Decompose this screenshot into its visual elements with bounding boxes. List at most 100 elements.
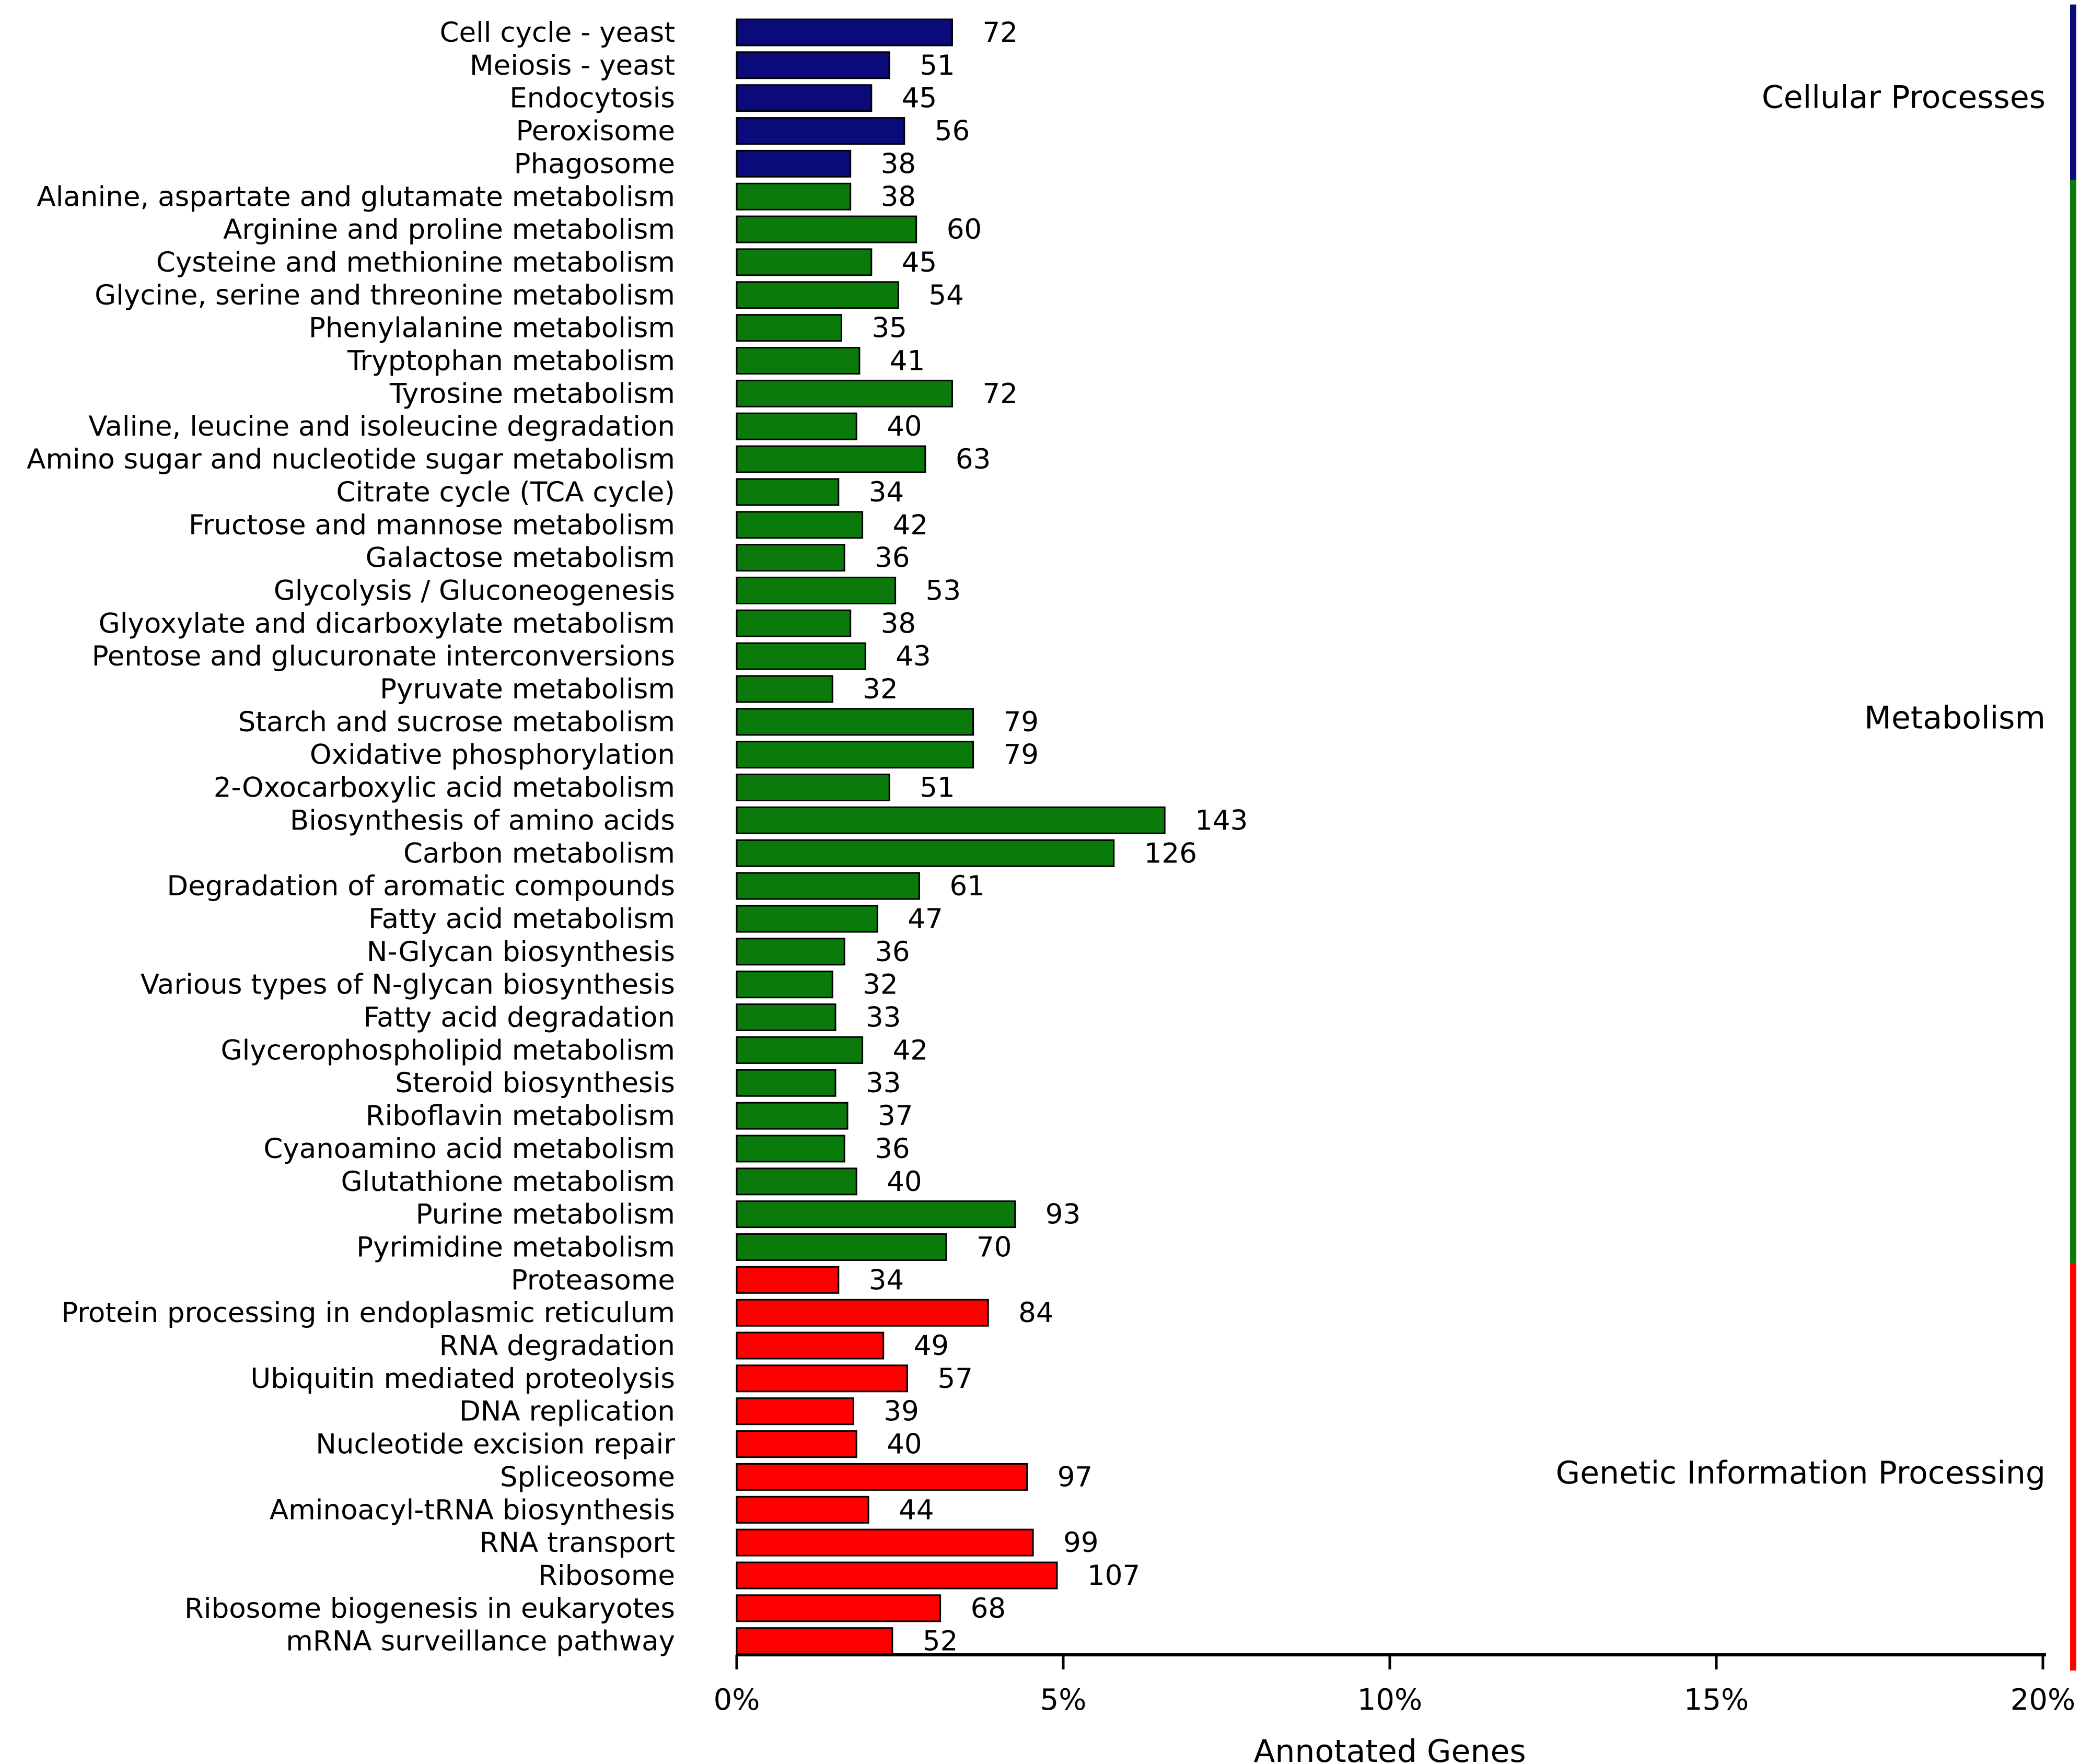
category-label: Ubiquitin mediated proteolysis <box>250 1363 675 1395</box>
bar <box>736 314 842 342</box>
category-label: Carbon metabolism <box>403 837 675 869</box>
bar-value-label: 84 <box>1018 1297 1053 1329</box>
bar <box>736 1627 893 1655</box>
bar-value-label: 79 <box>1004 706 1039 738</box>
bar-value-label: 36 <box>875 936 910 968</box>
category-label: Phagosome <box>514 148 675 180</box>
bar <box>736 182 852 211</box>
bar-value-label: 33 <box>866 1067 901 1099</box>
bar <box>736 708 974 736</box>
bar-value-label: 37 <box>878 1100 913 1132</box>
bar <box>736 609 852 637</box>
category-label: Steroid biosynthesis <box>395 1067 675 1099</box>
category-label: Amino sugar and nucleotide sugar metabol… <box>27 443 675 475</box>
bar-value-label: 32 <box>863 673 898 705</box>
bar-value-label: 126 <box>1144 837 1197 869</box>
bar-value-label: 43 <box>896 640 931 672</box>
category-label: Proteasome <box>511 1264 675 1296</box>
bar-value-label: 42 <box>893 509 928 541</box>
bar <box>736 1561 1058 1590</box>
bar-value-label: 34 <box>869 476 904 508</box>
category-label: 2-Oxocarboxylic acid metabolism <box>214 772 675 804</box>
x-tick-label: 5% <box>1040 1683 1087 1717</box>
bar <box>736 1036 864 1064</box>
bar-value-label: 51 <box>920 772 955 804</box>
bar-value-label: 72 <box>983 17 1018 49</box>
bar <box>736 1003 836 1031</box>
category-label: Tryptophan metabolism <box>347 345 675 377</box>
bar-value-label: 54 <box>928 279 963 311</box>
bar-value-label: 36 <box>875 542 910 574</box>
bar <box>736 839 1115 867</box>
bar <box>736 1266 840 1294</box>
group-label: Genetic Information Processing <box>1556 1455 2045 1491</box>
bar <box>736 905 878 933</box>
bar <box>736 1430 857 1458</box>
bar-value-label: 143 <box>1195 804 1248 836</box>
bar <box>736 347 861 375</box>
bar <box>736 18 953 46</box>
group-brackets: Cellular Processes Metabolism Genetic Info… <box>1556 4 2076 1671</box>
bar-value-label: 61 <box>950 870 985 902</box>
category-label: mRNA surveillance pathway <box>286 1626 675 1657</box>
x-axis: 0% 5% 10% 15% 20% <box>714 1653 2075 1717</box>
category-label: Endocytosis <box>509 83 675 114</box>
category-label: Galactose metabolism <box>366 542 675 574</box>
group-label: Cellular Processes <box>1762 79 2045 116</box>
bar-value-label: 79 <box>1004 739 1039 771</box>
bar <box>736 1233 947 1261</box>
category-label: DNA replication <box>459 1396 675 1428</box>
bar <box>736 642 866 670</box>
bar-value-label: 72 <box>983 378 1018 410</box>
category-label: Meiosis - yeast <box>470 50 675 81</box>
x-tick-label: 20% <box>2010 1683 2075 1717</box>
bars-layer <box>736 18 1166 1655</box>
category-label: Fatty acid metabolism <box>368 903 675 935</box>
category-label: Nucleotide excision repair <box>316 1429 675 1461</box>
category-label: Arginine and proline metabolism <box>223 214 675 246</box>
x-tick-label: 0% <box>714 1683 760 1717</box>
bar-value-label: 38 <box>881 181 916 213</box>
category-label: Purine metabolism <box>416 1199 675 1231</box>
bar <box>736 379 953 407</box>
category-label: Aminoacyl-tRNA biosynthesis <box>270 1494 675 1526</box>
bar-value-label: 107 <box>1087 1560 1140 1592</box>
bar-value-label: 57 <box>938 1363 973 1395</box>
bar <box>736 1528 1034 1557</box>
category-label: Glutathione metabolism <box>341 1166 675 1198</box>
category-label: Pentose and glucuronate interconversions <box>92 640 675 672</box>
bar-value-label: 45 <box>902 83 937 114</box>
category-label: Oxidative phosphorylation <box>310 739 675 771</box>
bar-value-label: 40 <box>887 1429 922 1461</box>
bar-value-label: 39 <box>884 1396 919 1428</box>
category-label: Pyrimidine metabolism <box>356 1232 675 1264</box>
category-label: Degradation of aromatic compounds <box>167 870 675 902</box>
bar <box>736 149 852 178</box>
bar-value-label: 53 <box>926 575 961 607</box>
bar-value-label: 93 <box>1045 1199 1080 1231</box>
bar-value-label: 40 <box>887 1166 922 1198</box>
bar <box>736 971 833 999</box>
category-label: Valine, leucine and isoleucine degradati… <box>88 411 675 442</box>
bar-value-label: 47 <box>908 903 943 935</box>
category-label: Cell cycle - yeast <box>439 17 675 49</box>
category-label: Riboflavin metabolism <box>366 1100 675 1132</box>
category-label: Glycerophospholipid metabolism <box>221 1034 675 1066</box>
bar <box>736 1397 854 1426</box>
category-label: Cyanoamino acid metabolism <box>263 1133 675 1165</box>
bar <box>736 51 890 79</box>
bar-value-label: 38 <box>881 148 916 180</box>
bar-value-label: 38 <box>881 608 916 639</box>
bar <box>736 577 897 604</box>
bar-value-label: 35 <box>872 312 907 344</box>
category-label: Citrate cycle (TCA cycle) <box>336 476 675 508</box>
category-label: RNA transport <box>480 1527 675 1559</box>
bar <box>736 675 833 703</box>
bar <box>736 741 974 769</box>
bar <box>736 281 899 309</box>
bar-value-label: 36 <box>875 1133 910 1165</box>
bar-value-label: 99 <box>1063 1527 1098 1559</box>
bar <box>736 445 926 473</box>
bar <box>736 1594 942 1622</box>
